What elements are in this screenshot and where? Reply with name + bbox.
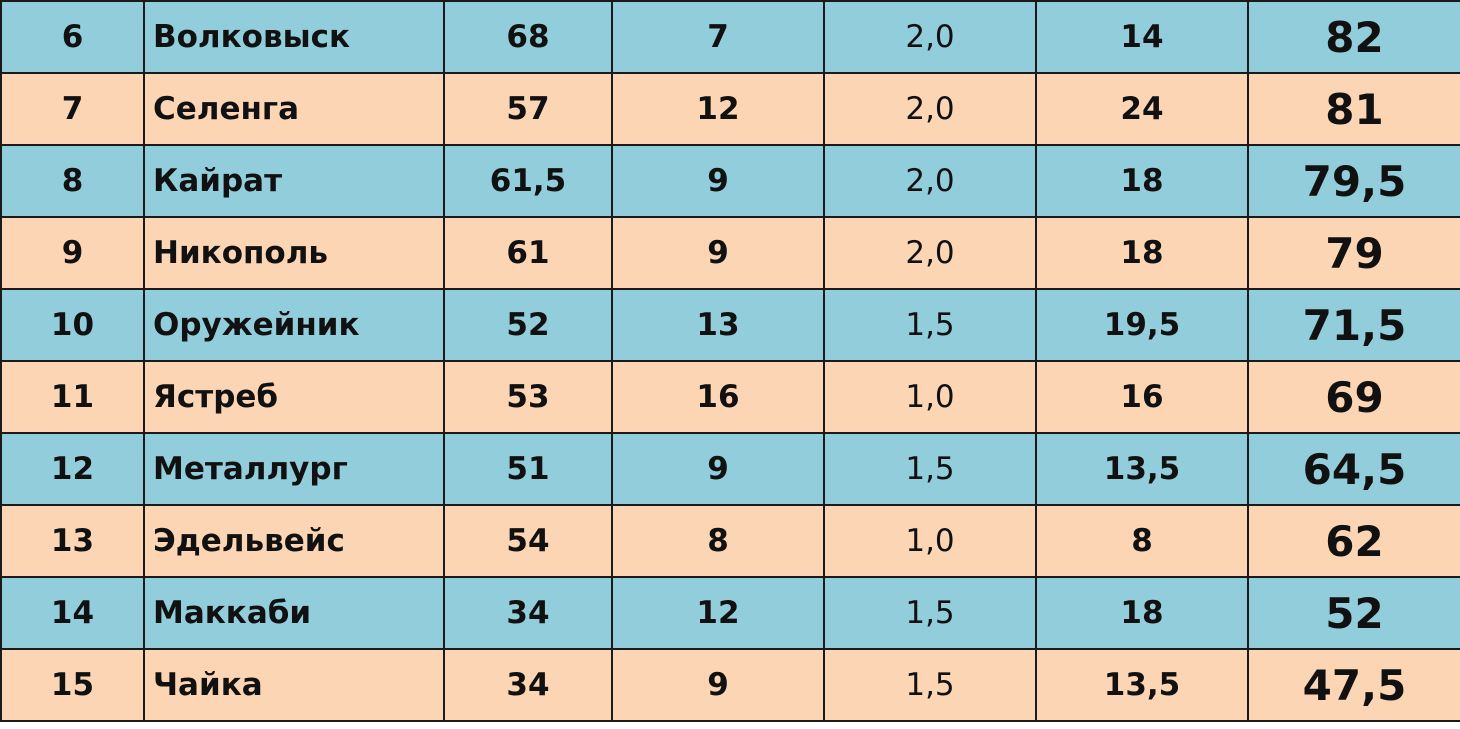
stat-cell: 24 (1035, 72, 1249, 146)
stat-cell: 18 (1035, 144, 1249, 218)
stat-cell: 18 (1035, 576, 1249, 650)
rank-cell: 14 (0, 576, 145, 650)
stat-cell: 61,5 (443, 144, 613, 218)
total-cell: 64,5 (1247, 432, 1460, 506)
table-row: 12 Металлург 51 9 1,5 13,5 64,5 (0, 432, 1460, 506)
stat-cell: 8 (1035, 504, 1249, 578)
stat-cell: 13,5 (1035, 432, 1249, 506)
stat-cell: 13 (611, 288, 825, 362)
stat-cell: 12 (611, 576, 825, 650)
stat-cell: 16 (611, 360, 825, 434)
rank-cell: 15 (0, 648, 145, 722)
stat-cell: 68 (443, 0, 613, 74)
stat-cell: 51 (443, 432, 613, 506)
table-row: 8 Кайрат 61,5 9 2,0 18 79,5 (0, 144, 1460, 218)
stat-cell: 14 (1035, 0, 1249, 74)
table-row: 11 Ястреб 53 16 1,0 16 69 (0, 360, 1460, 434)
team-name-cell: Маккаби (143, 576, 445, 650)
team-name-cell: Чайка (143, 648, 445, 722)
table-row: 13 Эдельвейс 54 8 1,0 8 62 (0, 504, 1460, 578)
rank-cell: 13 (0, 504, 145, 578)
total-cell: 62 (1247, 504, 1460, 578)
rank-cell: 9 (0, 216, 145, 290)
total-cell: 79,5 (1247, 144, 1460, 218)
team-name-cell: Никополь (143, 216, 445, 290)
team-name-cell: Металлург (143, 432, 445, 506)
ratio-cell: 2,0 (823, 216, 1037, 290)
ratio-cell: 2,0 (823, 72, 1037, 146)
ratio-cell: 2,0 (823, 0, 1037, 74)
team-name-cell: Кайрат (143, 144, 445, 218)
stat-cell: 18 (1035, 216, 1249, 290)
table-row: 15 Чайка 34 9 1,5 13,5 47,5 (0, 648, 1460, 722)
total-cell: 69 (1247, 360, 1460, 434)
ratio-cell: 1,5 (823, 576, 1037, 650)
stat-cell: 9 (611, 144, 825, 218)
total-cell: 71,5 (1247, 288, 1460, 362)
total-cell: 52 (1247, 576, 1460, 650)
ratio-cell: 1,0 (823, 504, 1037, 578)
stat-cell: 54 (443, 504, 613, 578)
team-name-cell: Селенга (143, 72, 445, 146)
rank-cell: 8 (0, 144, 145, 218)
stat-cell: 61 (443, 216, 613, 290)
stat-cell: 52 (443, 288, 613, 362)
table-row: 6 Волковыск 68 7 2,0 14 82 (0, 0, 1460, 74)
rank-cell: 10 (0, 288, 145, 362)
stat-cell: 57 (443, 72, 613, 146)
stat-cell: 16 (1035, 360, 1249, 434)
ratio-cell: 1,5 (823, 288, 1037, 362)
table-row: 14 Маккаби 34 12 1,5 18 52 (0, 576, 1460, 650)
team-name-cell: Ястреб (143, 360, 445, 434)
table-row: 9 Никополь 61 9 2,0 18 79 (0, 216, 1460, 290)
stat-cell: 9 (611, 432, 825, 506)
table-row: 10 Оружейник 52 13 1,5 19,5 71,5 (0, 288, 1460, 362)
team-name-cell: Оружейник (143, 288, 445, 362)
stat-cell: 8 (611, 504, 825, 578)
total-cell: 82 (1247, 0, 1460, 74)
ratio-cell: 1,5 (823, 432, 1037, 506)
ratio-cell: 2,0 (823, 144, 1037, 218)
stat-cell: 7 (611, 0, 825, 74)
rank-cell: 7 (0, 72, 145, 146)
stat-cell: 9 (611, 648, 825, 722)
stat-cell: 12 (611, 72, 825, 146)
rank-cell: 11 (0, 360, 145, 434)
stat-cell: 19,5 (1035, 288, 1249, 362)
stat-cell: 13,5 (1035, 648, 1249, 722)
rank-cell: 6 (0, 0, 145, 74)
ratio-cell: 1,0 (823, 360, 1037, 434)
table-row: 7 Селенга 57 12 2,0 24 81 (0, 72, 1460, 146)
total-cell: 81 (1247, 72, 1460, 146)
total-cell: 47,5 (1247, 648, 1460, 722)
stat-cell: 9 (611, 216, 825, 290)
ratio-cell: 1,5 (823, 648, 1037, 722)
rank-cell: 12 (0, 432, 145, 506)
stat-cell: 34 (443, 576, 613, 650)
total-cell: 79 (1247, 216, 1460, 290)
stat-cell: 53 (443, 360, 613, 434)
stat-cell: 34 (443, 648, 613, 722)
team-name-cell: Волковыск (143, 0, 445, 74)
team-name-cell: Эдельвейс (143, 504, 445, 578)
